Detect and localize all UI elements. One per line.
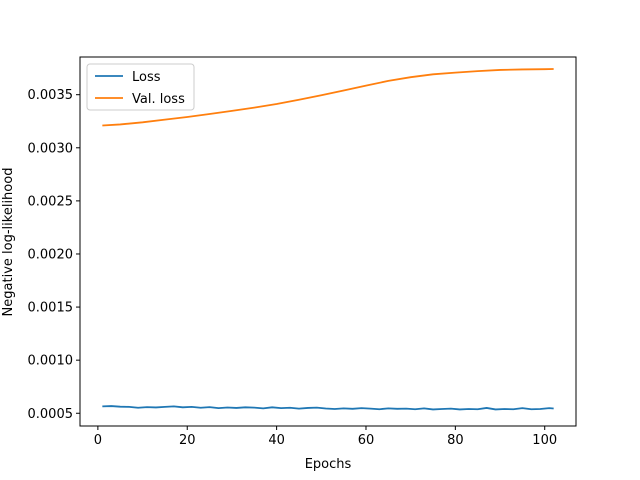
x-tick-label: 40 (268, 433, 285, 448)
axes: 0 20 40 60 80 100 0.0005 0.0010 0.0015 0.0020 0.00… (28, 56, 577, 448)
series-line-2 (102, 68, 554, 127)
plot-area (102, 68, 554, 411)
y-tick-label: 0.0010 (28, 354, 74, 369)
y-tick-label: 0.0020 (28, 247, 74, 262)
y-tick-label: 0.0025 (28, 194, 74, 209)
y-tick-label: 0.0030 (28, 141, 74, 156)
legend-label: Val. loss (132, 92, 185, 107)
x-tick-label: 100 (532, 433, 557, 448)
y-tick-label: 0.0015 (28, 301, 74, 316)
x-tick-label: 80 (447, 433, 464, 448)
y-tick-label: 0.0005 (28, 407, 74, 422)
x-axis-label: Epochs (305, 457, 352, 472)
plot-frame (79, 56, 577, 427)
x-tick-label: 0 (94, 433, 102, 448)
x-tick-label: 20 (179, 433, 196, 448)
legend-label: Loss (132, 70, 161, 85)
y-tick-label: 0.0035 (28, 88, 74, 103)
legend: Loss Val. loss (86, 63, 195, 111)
x-tick-label: 60 (358, 433, 375, 448)
series-line-1 (102, 405, 554, 411)
y-axis-label: Negative log-likelihood (1, 168, 16, 317)
